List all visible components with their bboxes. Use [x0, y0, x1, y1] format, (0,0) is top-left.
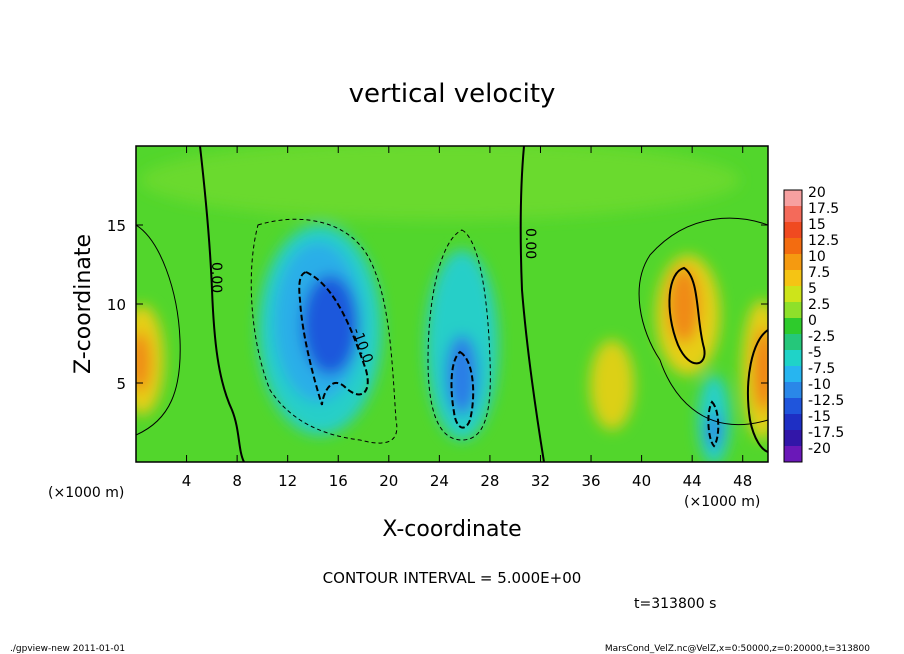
colorbar-swatch	[784, 270, 802, 287]
colorbar-swatch	[784, 286, 802, 303]
x-tick-label: 8	[232, 472, 242, 490]
x-tick-label: 36	[581, 472, 600, 490]
neg10-contour-1	[298, 270, 369, 406]
contour-interval: CONTOUR INTERVAL = 5.000E+00	[323, 569, 582, 587]
colorbar-swatch	[784, 302, 802, 319]
colorbar-swatch	[784, 414, 802, 431]
colorbar-level-label: -15	[808, 409, 831, 425]
zero-contour-mid	[519, 146, 545, 462]
colorbar-swatch	[784, 446, 802, 463]
contour-label-zero-mid: 0.00	[522, 228, 538, 259]
colorbar-swatch	[784, 222, 802, 239]
downdraft-blue-1	[302, 275, 358, 375]
colorbar-frame	[783, 189, 803, 463]
x-tick-label: 28	[480, 472, 499, 490]
footer-left: ./gpview-new 2011-01-01	[10, 644, 125, 654]
colorbar-level-label: -5	[808, 345, 822, 361]
colorbar-swatch	[784, 366, 802, 383]
contour-label-zero-left: 0.00	[208, 262, 224, 293]
five-contour-right	[638, 217, 768, 426]
colorbar-swatch	[784, 398, 802, 415]
colorbar-swatch	[784, 238, 802, 255]
contours	[136, 146, 768, 462]
updraft-orange-2	[754, 328, 768, 412]
plot-area: 0.00 0.00 -10.0	[136, 146, 768, 462]
colorbar-level-label: -2.5	[808, 329, 835, 345]
x-tick-label: 12	[278, 472, 297, 490]
colorbar-swatch	[784, 350, 802, 367]
colorbar-level-label: 20	[808, 185, 826, 201]
upper-light-band	[140, 146, 740, 220]
x-tick-label: 44	[683, 472, 702, 490]
colorbar-swatch	[784, 318, 802, 335]
colorbar-swatch	[784, 334, 802, 351]
x-unit-label-left: (×1000 m)	[48, 485, 124, 501]
ten-contour-right-edge	[747, 329, 768, 453]
y-axis-ticks: 5 10 15	[107, 217, 768, 393]
colorbar-level-label: -10	[808, 377, 831, 393]
chart-title: vertical velocity	[349, 79, 556, 109]
neg10-contour-2	[450, 350, 475, 429]
updraft-yellow-4	[590, 340, 634, 430]
x-axis-ticks: 4 8 12 16 20 24 28 32 36 40 44 48	[182, 146, 752, 490]
colorbar-swatch	[784, 430, 802, 447]
colorbar-level-label: -17.5	[808, 425, 844, 441]
x-axis-label: X-coordinate	[382, 517, 521, 542]
colorbar-level-label: -7.5	[808, 361, 835, 377]
colorbar-level-label: 12.5	[808, 233, 839, 249]
y-tick-label: 10	[107, 296, 126, 314]
time-label: t=313800 s	[634, 596, 716, 612]
y-axis-label: Z-coordinate	[71, 234, 96, 374]
colorbar-level-label: 10	[808, 249, 826, 265]
neg5-contour-2	[427, 229, 491, 441]
neg5-contour-1	[250, 218, 398, 444]
colorbar-level-label: 2.5	[808, 297, 830, 313]
downdraft-blue-2	[446, 335, 478, 415]
x-tick-label: 32	[531, 472, 550, 490]
colorbar-swatch	[784, 254, 802, 271]
colorbar-swatch	[784, 206, 802, 223]
colorbar-level-label: 5	[808, 281, 817, 297]
x-tick-label: 24	[430, 472, 449, 490]
zero-contour-left	[199, 146, 245, 462]
y-tick-label: 5	[116, 375, 126, 393]
five-contour-left	[136, 224, 181, 436]
x-tick-label: 48	[733, 472, 752, 490]
footer-right: MarsCond_VelZ.nc@VelZ,x=0:50000,z=0:2000…	[605, 644, 870, 654]
y-tick-label: 15	[107, 217, 126, 235]
colorbar-swatch	[784, 382, 802, 399]
colorbar-swatch	[784, 190, 802, 207]
x-tick-label: 40	[632, 472, 651, 490]
colorbar-level-label: 15	[808, 217, 826, 233]
ten-contour-updraft	[668, 266, 706, 365]
x-tick-label: 20	[379, 472, 398, 490]
x-tick-label: 4	[182, 472, 192, 490]
colorbar-level-label: 0	[808, 313, 817, 329]
updraft-orange-1	[668, 267, 700, 343]
colorbar-level-label: 17.5	[808, 201, 839, 217]
colorbar: 2017.51512.5107.552.50-2.5-5-7.5-10-12.5…	[783, 185, 844, 463]
x-tick-label: 16	[329, 472, 348, 490]
colorbar-level-label: -20	[808, 441, 831, 457]
neg10-contour-3	[707, 400, 720, 448]
colorbar-level-label: 7.5	[808, 265, 830, 281]
x-unit-label-right: (×1000 m)	[684, 494, 760, 510]
updraft-orange-3	[136, 332, 151, 392]
colorbar-level-label: -12.5	[808, 393, 844, 409]
